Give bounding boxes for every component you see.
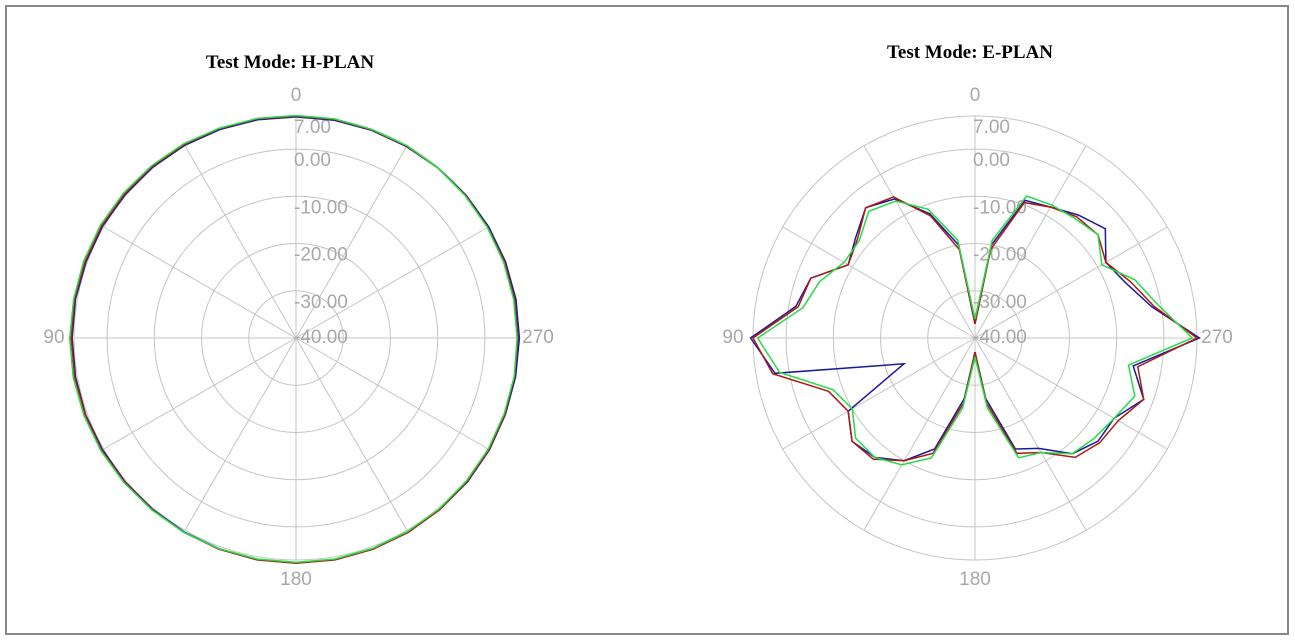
r-tick-label: 0.00 bbox=[294, 150, 331, 171]
grid-spoke bbox=[295, 337, 489, 450]
grid-ring bbox=[106, 148, 486, 528]
r-tick-label: -40.00 bbox=[973, 327, 1027, 348]
grid-ring bbox=[201, 243, 391, 433]
grid-spoke bbox=[184, 145, 297, 339]
grid-spoke bbox=[974, 337, 1168, 450]
grid-ring bbox=[248, 290, 344, 386]
theta-tick-label: 270 bbox=[522, 327, 554, 348]
series-line bbox=[756, 195, 1194, 466]
grid-spoke bbox=[103, 337, 297, 450]
grid-spoke bbox=[295, 337, 408, 531]
grid-spoke bbox=[863, 337, 976, 531]
grid-spoke bbox=[295, 226, 489, 339]
grid-spoke bbox=[863, 145, 976, 339]
series-line bbox=[752, 196, 1199, 462]
grid-ring bbox=[832, 195, 1118, 481]
theta-tick-label: 90 bbox=[43, 327, 64, 348]
grid-spoke bbox=[295, 145, 408, 339]
grid-spoke bbox=[974, 226, 1168, 339]
r-tick-label: 7.00 bbox=[294, 117, 331, 138]
grid-spoke bbox=[103, 226, 297, 339]
r-tick-label: -30.00 bbox=[973, 292, 1027, 313]
r-tick-label: -40.00 bbox=[294, 327, 348, 348]
r-tick-label: -20.00 bbox=[294, 245, 348, 266]
grid-ring bbox=[153, 195, 439, 481]
grid-spoke bbox=[974, 145, 1087, 339]
grid-ring bbox=[880, 243, 1070, 433]
chart-title: Test Mode: H-PLAN bbox=[206, 52, 374, 73]
grid-spoke bbox=[184, 337, 297, 531]
chart-title: Test Mode: E-PLAN bbox=[887, 42, 1053, 63]
theta-tick-label: 180 bbox=[959, 569, 991, 590]
grid-spoke bbox=[782, 226, 976, 339]
grid-spoke bbox=[782, 337, 976, 450]
theta-tick-label: 90 bbox=[722, 327, 743, 348]
theta-tick-label: 0 bbox=[970, 85, 981, 106]
r-tick-label: -20.00 bbox=[973, 245, 1027, 266]
theta-tick-label: 270 bbox=[1201, 327, 1233, 348]
grid-spoke bbox=[974, 337, 1087, 531]
r-tick-label: 7.00 bbox=[973, 117, 1010, 138]
grid-ring bbox=[927, 290, 1023, 386]
r-tick-label: -30.00 bbox=[294, 292, 348, 313]
frame bbox=[5, 5, 1289, 635]
r-tick-label: -10.00 bbox=[294, 197, 348, 218]
grid-ring bbox=[785, 148, 1165, 528]
theta-tick-label: 0 bbox=[291, 85, 302, 106]
theta-tick-label: 180 bbox=[280, 569, 312, 590]
r-tick-label: 0.00 bbox=[973, 150, 1010, 171]
series-line bbox=[68, 114, 518, 564]
